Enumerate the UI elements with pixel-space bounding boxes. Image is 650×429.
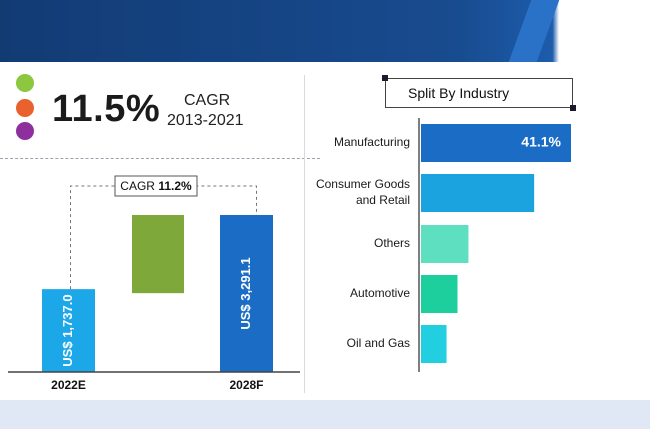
market-bar-value-label: US$ 1,737.0 (60, 294, 75, 366)
panel-divider (304, 75, 305, 393)
industry-category-label: Manufacturing (334, 135, 410, 149)
industry-category-label: Consumer Goods (316, 177, 410, 191)
industry-bar (421, 325, 447, 363)
industry-bar (421, 275, 458, 313)
market-bar (220, 215, 273, 372)
industry-category-label: Others (374, 236, 410, 250)
growth-block (132, 215, 184, 294)
industry-bar (421, 174, 535, 212)
legend-dot-orange (16, 99, 34, 117)
industry-split-title-text: Split By Industry (408, 85, 510, 101)
market-bar (42, 289, 95, 372)
title-box-handle (570, 105, 576, 111)
cagr-value: 11.5% (52, 88, 161, 130)
cagr-label: CAGR (184, 92, 231, 109)
legend-dot-purple (16, 122, 34, 140)
industry-bar-value-label: 41.1% (521, 134, 561, 150)
market-category-label: 2022E (51, 378, 86, 392)
cagr-period: 2013-2021 (167, 112, 244, 129)
industry-split-title: Split By Industry (385, 78, 573, 108)
section-divider (0, 158, 320, 159)
market-category-label: 2028F (229, 378, 263, 392)
market-bar-value-label: US$ 3,291.1 (238, 257, 253, 329)
industry-category-label: Automotive (350, 286, 410, 300)
cagr-bracket-label: CAGR 11.2% (120, 179, 192, 193)
legend-dot-green (16, 74, 34, 92)
cagr-bracket-box (114, 175, 198, 197)
footer-band (0, 400, 650, 429)
industry-category-label: and Retail (356, 193, 410, 207)
title-box-handle (382, 75, 388, 81)
industry-bar (421, 124, 571, 162)
industry-bar (421, 225, 469, 263)
industry-category-label: Oil and Gas (347, 336, 410, 350)
